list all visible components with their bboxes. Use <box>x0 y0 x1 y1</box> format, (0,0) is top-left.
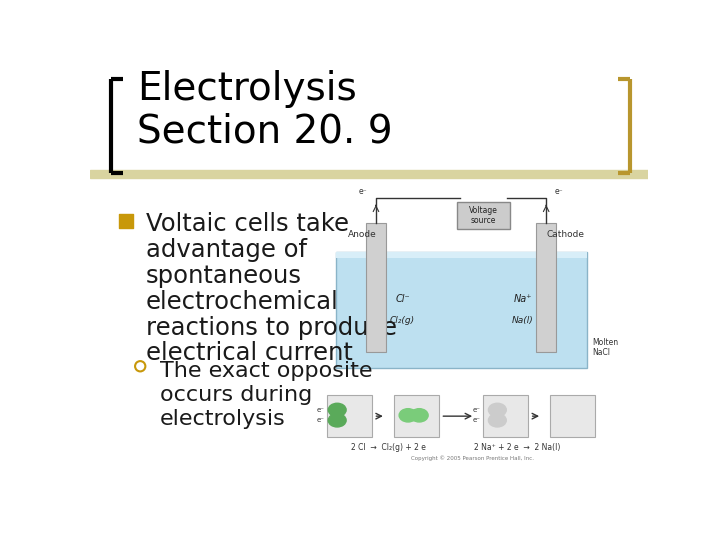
Bar <box>90 171 648 178</box>
Text: Na⁺: Na⁺ <box>513 294 531 304</box>
Text: electrolysis: electrolysis <box>160 409 286 429</box>
Text: Cathode: Cathode <box>546 231 585 239</box>
Circle shape <box>555 414 573 427</box>
Circle shape <box>488 414 506 427</box>
Text: advantage of: advantage of <box>145 238 307 262</box>
Text: e⁻: e⁻ <box>316 417 324 423</box>
Bar <box>366 223 386 352</box>
Bar <box>536 223 556 352</box>
Text: Electrolysis: Electrolysis <box>138 70 357 109</box>
Point <box>135 362 146 370</box>
Text: e⁻: e⁻ <box>472 407 481 413</box>
Text: Na(l): Na(l) <box>512 315 534 325</box>
Text: Voltaic cells take: Voltaic cells take <box>145 212 348 237</box>
Text: 2 Na⁺ + 2 e  →  2 Na(l): 2 Na⁺ + 2 e → 2 Na(l) <box>474 443 560 452</box>
Bar <box>336 252 587 368</box>
Text: e⁻: e⁻ <box>554 187 563 196</box>
Text: e⁻: e⁻ <box>359 187 368 196</box>
Bar <box>394 395 438 437</box>
Bar <box>336 252 587 258</box>
Text: The exact opposite: The exact opposite <box>160 361 372 381</box>
Text: Cl₂(g): Cl₂(g) <box>390 315 415 325</box>
Circle shape <box>399 409 417 422</box>
Circle shape <box>410 409 428 422</box>
Text: e⁻: e⁻ <box>316 407 324 413</box>
Text: Anode: Anode <box>348 231 377 239</box>
Text: spontaneous: spontaneous <box>145 264 302 288</box>
Circle shape <box>488 403 506 416</box>
Text: 2 Cl  →  Cl₂(g) + 2 e: 2 Cl → Cl₂(g) + 2 e <box>351 443 426 452</box>
Bar <box>483 395 528 437</box>
Text: Voltage
source: Voltage source <box>469 206 498 225</box>
Bar <box>327 395 372 437</box>
Text: reactions to produce: reactions to produce <box>145 315 397 340</box>
Text: Cl⁻: Cl⁻ <box>395 294 410 304</box>
Text: Section 20. 9: Section 20. 9 <box>138 112 393 150</box>
Text: occurs during: occurs during <box>160 385 312 405</box>
Circle shape <box>555 403 573 416</box>
Text: e⁻: e⁻ <box>472 417 481 423</box>
Text: electrical current: electrical current <box>145 341 353 365</box>
FancyBboxPatch shape <box>457 202 510 229</box>
Text: Molten
NaCl: Molten NaCl <box>592 338 618 357</box>
Text: Copyright © 2005 Pearson Prentice Hall, Inc.: Copyright © 2005 Pearson Prentice Hall, … <box>410 456 534 461</box>
Circle shape <box>328 403 346 416</box>
Bar <box>550 395 595 437</box>
Circle shape <box>328 414 346 427</box>
Point <box>120 217 132 225</box>
Text: electrochemical: electrochemical <box>145 290 338 314</box>
